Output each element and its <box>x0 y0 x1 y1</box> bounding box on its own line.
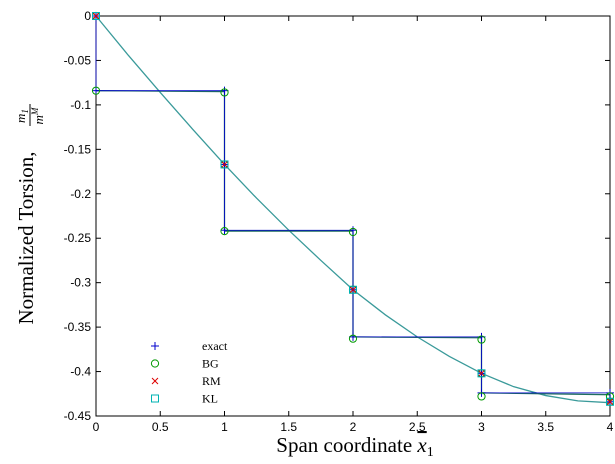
legend-label: exact <box>202 339 228 353</box>
rm-marker <box>221 161 228 168</box>
x-tick-labels: 0 0.5 1 1.5 2 2.5 3 3.5 4 <box>93 420 614 434</box>
legend-marker-bg <box>150 359 160 368</box>
bg-marker <box>91 86 101 95</box>
x-tick-label: 3 <box>478 420 485 434</box>
y-tick-label: 0 <box>84 9 91 23</box>
exact-step-line <box>95 16 611 402</box>
exact-marker <box>92 86 100 95</box>
y-axis-label: Normalized Torsion, m1 mM <box>13 104 46 325</box>
y-tick-label: -0.05 <box>64 53 92 67</box>
bg-marker <box>605 392 615 401</box>
y-tick-label: -0.3 <box>70 276 91 290</box>
kl-marker <box>92 12 100 20</box>
kl-marker <box>349 285 357 294</box>
y-tick-label: -0.4 <box>70 365 91 379</box>
x-tick-label: 2.5 <box>409 420 426 434</box>
legend-item-kl: KL <box>151 392 218 406</box>
svg-text:Normalized Torsion,: Normalized Torsion, <box>14 151 38 324</box>
bg-marker <box>220 227 229 236</box>
axis-ticks <box>95 15 611 417</box>
kl-marker <box>477 369 486 378</box>
y-tick-label: -0.45 <box>64 409 92 423</box>
legend-item-rm: RM <box>151 374 221 388</box>
y-tick-label: -0.2 <box>70 187 91 201</box>
x-tick-label: 0 <box>93 420 100 434</box>
smooth-curve-line <box>95 15 611 404</box>
legend-marker-rm <box>151 377 159 385</box>
kl-marker <box>606 397 614 406</box>
rm-marker <box>349 286 357 294</box>
legend-item-bg: BG <box>150 357 219 371</box>
smooth-curve-layer <box>95 15 611 404</box>
x-tick-label: 1 <box>221 420 228 434</box>
exact-marker <box>349 226 357 235</box>
x-tick-label: 0.5 <box>152 420 169 434</box>
x-tick-label: 3.5 <box>537 420 554 434</box>
svg-text:mM: mM <box>30 107 46 124</box>
rm-marker <box>92 12 100 20</box>
y-tick-labels: 0 -0.05 -0.1 -0.15 -0.2 -0.25 -0.3 -0.35 -0.4 -0.… <box>64 9 92 423</box>
data-markers-layer <box>91 11 615 406</box>
bg-marker <box>348 334 358 343</box>
kl-marker <box>220 160 229 169</box>
legend-label: RM <box>202 374 221 388</box>
step-lines-layer <box>95 16 611 402</box>
svg-text:m1: m1 <box>13 109 30 123</box>
y-tick-label: -0.1 <box>70 98 91 112</box>
legend-marker-exact <box>151 342 159 350</box>
exact-marker <box>220 86 229 95</box>
bg-marker <box>477 335 486 344</box>
x-tick-label: 4 <box>607 420 614 434</box>
bg-marker <box>220 88 229 97</box>
legend-item-exact: exact <box>151 339 228 353</box>
rm-marker <box>606 398 614 406</box>
legend-label: KL <box>202 392 218 406</box>
plot-frame <box>95 15 611 417</box>
rm-marker <box>478 369 485 377</box>
x-tick-label: 1.5 <box>280 420 297 434</box>
bg-marker <box>477 392 486 401</box>
x-tick-label: 2 <box>350 420 357 434</box>
legend-label: BG <box>202 357 219 371</box>
x-axis-label: Span coordinate x1 <box>276 433 433 460</box>
y-tick-label: -0.25 <box>64 231 92 245</box>
bg-marker <box>348 227 358 237</box>
y-tick-label: -0.35 <box>64 320 92 334</box>
y-tick-label: -0.15 <box>64 142 92 156</box>
legend: exact BG RM KL <box>150 339 228 406</box>
legend-marker-kl <box>151 394 159 403</box>
exact-marker <box>349 332 357 341</box>
